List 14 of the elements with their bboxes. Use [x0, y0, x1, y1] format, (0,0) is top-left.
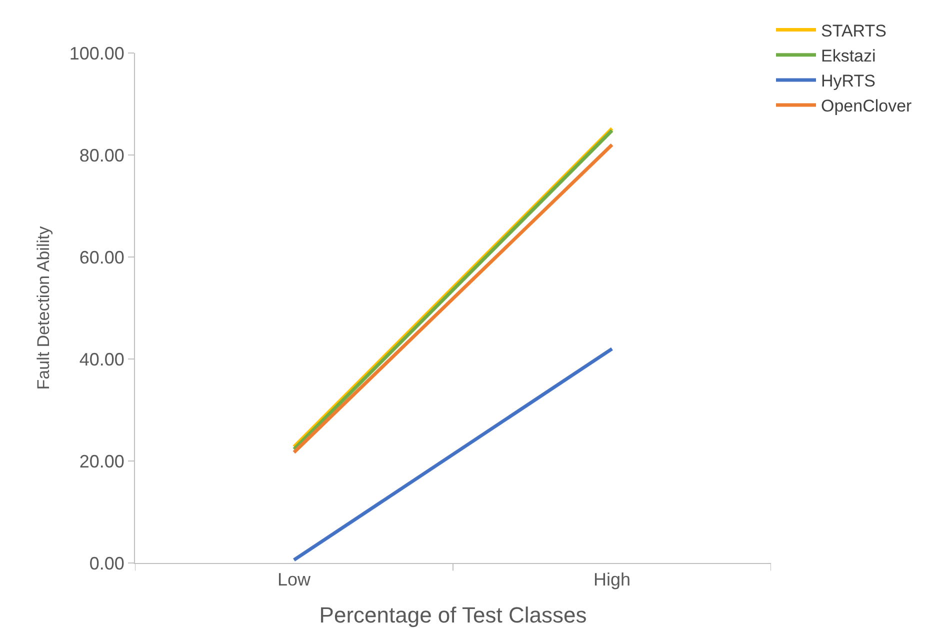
y-tick-label: 40.00: [79, 349, 124, 370]
y-tick-label: 60.00: [79, 247, 124, 268]
y-tick-label: 0.00: [89, 553, 124, 574]
y-tick-label: 100.00: [69, 43, 124, 64]
legend-label: Ekstazi: [821, 46, 876, 66]
y-axis-title: Fault Detection Ability: [34, 226, 53, 390]
legend-label: HyRTS: [821, 72, 876, 91]
x-tick-label: Low: [277, 570, 312, 590]
y-tick-label: 20.00: [79, 451, 124, 472]
x-axis-title: Percentage of Test Classes: [319, 602, 587, 628]
x-tick-label: High: [593, 570, 631, 590]
legend-label: OpenClover: [821, 96, 912, 116]
legend-label: STARTS: [821, 21, 886, 40]
y-tick-label: 80.00: [79, 145, 124, 166]
